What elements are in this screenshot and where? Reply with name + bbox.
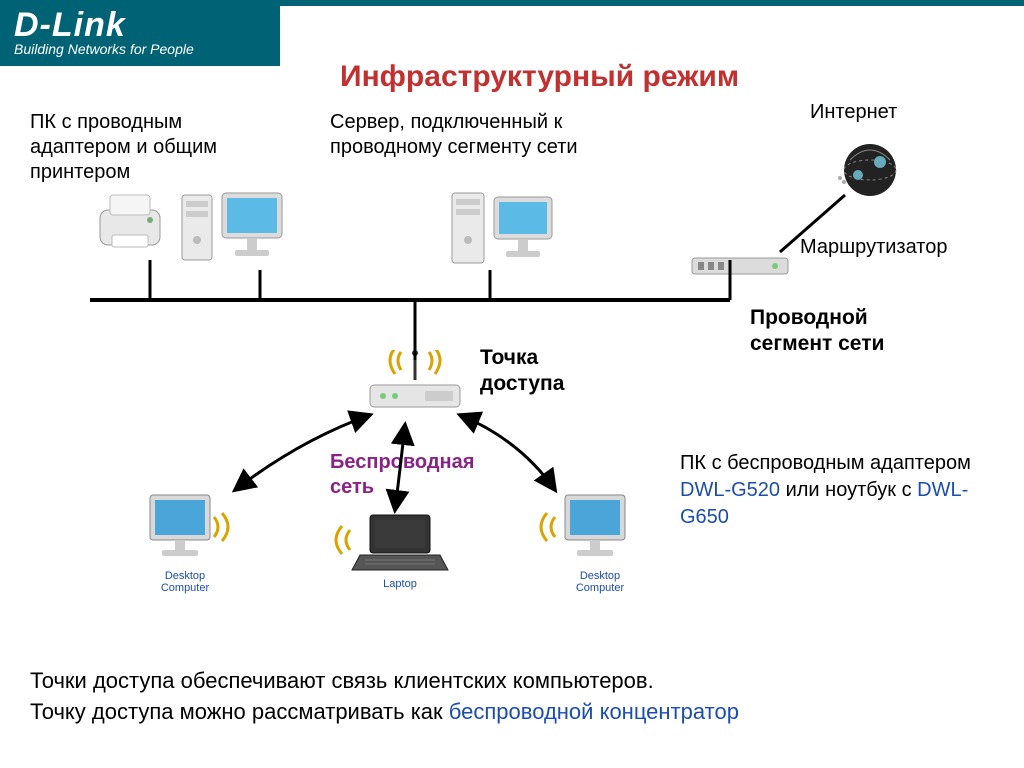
slide-title: Инфраструктурный режим (340, 60, 739, 94)
label-pc-printer: ПК с проводным адаптером и общим принтер… (30, 110, 217, 185)
pc-wireless-text2: или ноутбук с (780, 479, 917, 501)
footer-line2: Точку доступа можно рассматривать как бе… (30, 697, 994, 728)
router-icon (690, 250, 790, 285)
label-pc-wireless: ПК с беспроводным адаптером DWL-G520 или… (680, 450, 1000, 531)
pc-with-printer-icon (180, 185, 290, 280)
label-wireless-net: Беспроводная сеть (330, 450, 474, 500)
desktop-right-icon (555, 490, 645, 575)
brand-logo-text: D-Link (14, 6, 266, 45)
desktop-left-icon (140, 490, 230, 575)
label-server: Сервер, подключенный к проводному сегмен… (330, 110, 578, 160)
pc-wireless-model1: DWL-G520 (680, 479, 780, 501)
brand-header: D-Link Building Networks for People (0, 0, 280, 66)
label-wired-segment: Проводной сегмент сети (750, 305, 884, 358)
label-access-point: Точка доступа (480, 345, 564, 398)
internet-globe-icon (830, 130, 910, 215)
laptop-label: Laptop (360, 578, 440, 590)
server-icon (450, 185, 560, 280)
access-point-icon (365, 350, 465, 425)
label-router: Маршрутизатор (800, 235, 947, 260)
label-internet: Интернет (810, 100, 897, 125)
brand-tagline: Building Networks for People (14, 41, 266, 57)
header-stripe (280, 0, 1024, 6)
laptop-icon (350, 510, 450, 585)
desktop-left-label: Desktop Computer (145, 570, 225, 594)
desktop-right-label: Desktop Computer (560, 570, 640, 594)
footer-line1: Точки доступа обеспечивают связь клиентс… (30, 666, 994, 697)
printer-icon (90, 190, 170, 265)
footer-text: Точки доступа обеспечивают связь клиентс… (30, 666, 994, 728)
pc-wireless-text1: ПК с беспроводным адаптером (680, 452, 971, 474)
